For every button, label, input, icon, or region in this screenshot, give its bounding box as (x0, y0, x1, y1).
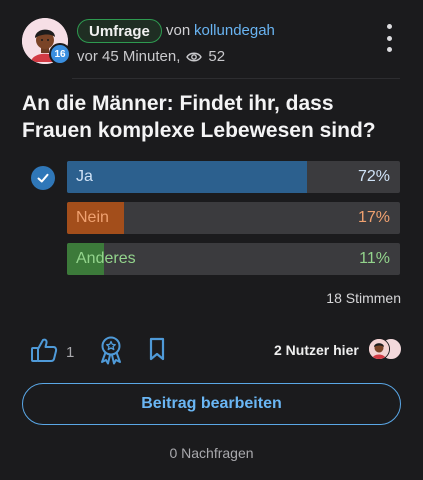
poll-option-anderes[interactable]: Anderes 11% (67, 243, 400, 275)
header-divider (72, 78, 400, 79)
poll-fill (67, 161, 307, 193)
award-icon[interactable] (98, 335, 124, 365)
question-title: An die Männer: Findet ihr, dass Frauen k… (22, 92, 376, 142)
bookmark-icon[interactable] (149, 337, 165, 361)
views-icon (186, 51, 203, 63)
post-time: vor 45 Minuten, (77, 48, 181, 65)
user-avatar (368, 338, 390, 360)
poll-fill (67, 243, 104, 275)
like-count: 1 (66, 344, 75, 361)
followup-questions-link[interactable]: 0 Nachfragen (169, 445, 254, 461)
selected-check-icon (31, 166, 55, 190)
poll-option-percent: 17% (357, 209, 390, 226)
thumbs-up-icon (30, 337, 58, 368)
users-here-avatars[interactable] (368, 338, 404, 360)
post-type-tag[interactable]: Umfrage (77, 19, 162, 43)
post-meta: vor 45 Minuten, 52 (77, 48, 225, 65)
like-button[interactable]: 1 (30, 337, 74, 368)
views-count: 52 (208, 48, 226, 65)
poll-option-ja[interactable]: Ja 72% (67, 161, 400, 193)
author-prefix: von (166, 22, 191, 39)
poll-option-label: Anderes (76, 250, 136, 267)
poll-option-label: Nein (76, 209, 109, 226)
poll-fill (67, 202, 124, 234)
more-options-icon[interactable] (381, 24, 397, 52)
poll-option-label: Ja (76, 168, 93, 185)
poll-option-percent: 11% (359, 250, 390, 267)
users-here-label: 2 Nutzer hier (274, 342, 359, 358)
poll-option-percent: 72% (357, 168, 390, 185)
user-level-badge: 16 (49, 43, 71, 65)
poll-option-nein[interactable]: Nein 17% (67, 202, 400, 234)
author-link[interactable]: kollundegah (194, 22, 275, 39)
edit-post-button[interactable]: Beitrag bearbeiten (22, 383, 401, 425)
vote-count: 18 Stimmen (326, 290, 401, 306)
